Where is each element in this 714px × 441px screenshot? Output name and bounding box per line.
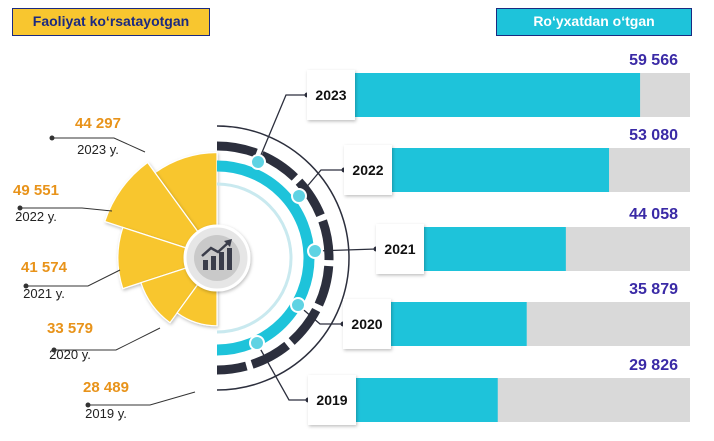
active-year-label: 2019 y. [85,406,127,421]
icon-arrow-head [224,239,232,247]
center-badge [183,224,251,292]
year-connector [256,342,308,401]
inner-ring [216,182,293,334]
active-labels: 44 297 2023 y. 49 551 2022 y. 41 574 2021 y. 3… [13,115,196,421]
icon-bar [227,248,232,270]
registered-bar [355,73,641,117]
ring-node [250,154,266,170]
dashed-ring [216,141,334,375]
active-leader-dot [51,347,57,353]
registered-value-label: 29 826 [629,357,678,374]
year-box [376,224,424,274]
active-sector [117,226,219,290]
year-label: 2023 [315,87,346,103]
active-leader-line [54,327,161,351]
active-leader-line [20,207,113,212]
year-box [343,299,391,349]
year-connector [297,304,343,325]
registered-bar [392,148,610,192]
year-connector [298,169,344,197]
active-value-label: 41 574 [21,259,68,276]
active-value-label: 28 489 [83,379,129,396]
year-label: 2020 [351,316,382,332]
active-leader-dot [17,205,23,211]
active-value-label: 49 551 [13,182,59,199]
icon-bar [203,260,208,270]
year-label: 2022 [352,162,383,178]
legend-registered: Roʻyxatdan oʻtgan [496,8,692,36]
active-year-label: 2023 y. [77,142,119,157]
active-value-label: 44 297 [75,115,121,132]
registered-bar [424,227,566,271]
active-leader-dot [49,135,55,141]
ring-node [307,243,323,259]
ring-node [290,297,306,313]
year-connector [314,248,377,252]
year-box [307,70,355,120]
active-leader-line [26,269,121,287]
growth-chart-icon [201,239,232,270]
registered-value-label: 44 058 [629,206,678,223]
registered-value-label: 35 879 [629,281,678,298]
active-year-label: 2021 y. [23,286,65,301]
outer-ring [216,125,350,391]
ring-node [249,335,265,351]
legend-active: Faoliyat koʻrsatayotgan [12,8,210,36]
year-box [344,145,392,195]
icon-trend-line [201,241,230,257]
year-label: 2021 [384,241,415,257]
center-inner [194,235,240,281]
year-connector [257,94,307,163]
registered-bar [391,302,527,346]
registered-value-label: 53 080 [629,127,678,144]
year-label: 2019 [316,392,347,408]
registered-bars: 2023 59 566 2022 53 080 2021 44 058 2020 35 879… [307,52,690,425]
registered-value-label: 59 566 [629,52,678,69]
active-leader-line [52,137,146,153]
icon-bar [211,256,216,270]
year-box [308,375,356,425]
active-leader-dot [23,283,29,289]
active-value-label: 33 579 [47,320,93,337]
registered-bar [356,378,498,422]
ring-node [291,188,307,204]
active-year-label: 2020 y. [49,347,91,362]
active-leader-line [88,391,196,406]
active-year-label: 2022 y. [15,209,57,224]
active-sector [104,161,219,260]
icon-bar [219,252,224,270]
active-leader-dot [85,402,91,408]
